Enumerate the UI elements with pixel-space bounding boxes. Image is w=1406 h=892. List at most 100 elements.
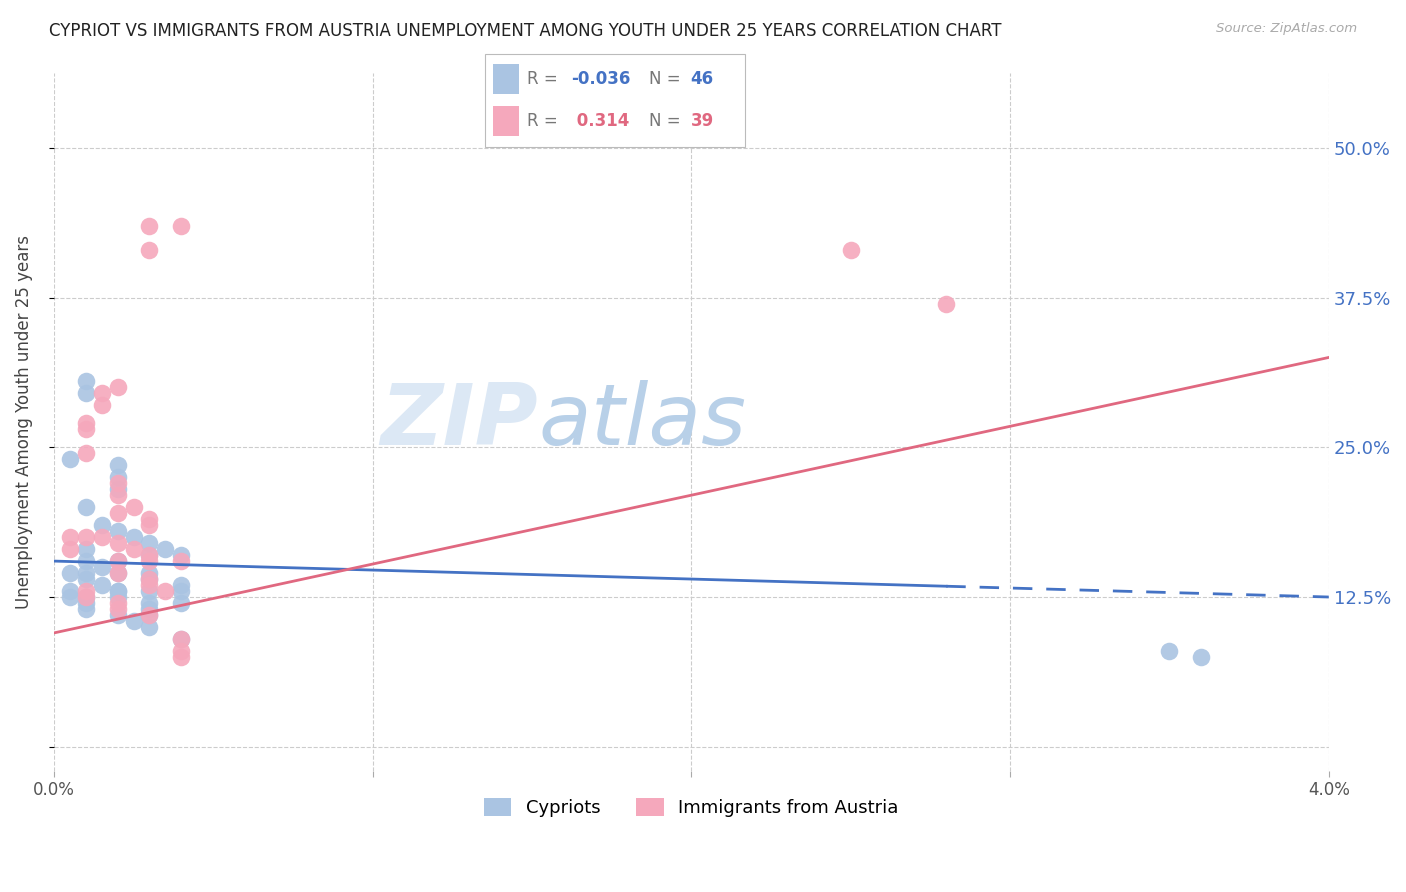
Text: 0.314: 0.314 (571, 112, 630, 130)
FancyBboxPatch shape (485, 54, 745, 147)
Text: N =: N = (650, 70, 686, 87)
Point (107, 524, 129, 538)
Point (138, 548, 160, 562)
Y-axis label: Unemployment Among Youth under 25 years: Unemployment Among Youth under 25 years (15, 235, 32, 609)
Point (59, 452, 82, 467)
Point (75, 386, 97, 401)
Point (90, 560, 112, 574)
Point (170, 596, 193, 610)
Point (1159, 644, 1181, 658)
Point (75, 554, 97, 568)
Point (75, 542, 97, 557)
Point (122, 614, 145, 628)
Point (107, 536, 129, 550)
Point (138, 596, 160, 610)
Text: R =: R = (527, 112, 562, 130)
Point (170, 548, 193, 562)
Point (75, 422, 97, 436)
Point (107, 602, 129, 616)
Point (170, 632, 193, 646)
Point (75, 590, 97, 604)
Point (935, 296, 957, 310)
Point (839, 243, 862, 257)
Point (90, 518, 112, 533)
Point (155, 584, 177, 599)
Point (107, 584, 129, 599)
Point (75, 530, 97, 544)
Point (170, 219, 193, 233)
Point (170, 578, 193, 592)
Text: atlas: atlas (538, 380, 747, 463)
Point (138, 243, 160, 257)
Point (107, 554, 129, 568)
Point (75, 417, 97, 431)
Point (90, 398, 112, 412)
Point (90, 578, 112, 592)
Point (75, 596, 97, 610)
Point (138, 602, 160, 616)
Point (138, 548, 160, 562)
Point (75, 572, 97, 586)
Point (122, 500, 145, 515)
Text: R =: R = (527, 70, 562, 87)
Text: Source: ZipAtlas.com: Source: ZipAtlas.com (1216, 22, 1357, 36)
Text: ZIP: ZIP (381, 380, 538, 463)
Point (170, 632, 193, 646)
Bar (494, 64, 519, 94)
Bar (494, 106, 519, 136)
Point (75, 566, 97, 580)
Text: 39: 39 (690, 112, 714, 130)
Text: N =: N = (650, 112, 686, 130)
Point (75, 446, 97, 460)
Point (90, 530, 112, 544)
Point (170, 554, 193, 568)
Point (1189, 649, 1212, 664)
Point (75, 584, 97, 599)
Point (138, 219, 160, 233)
Point (107, 458, 129, 473)
Point (107, 488, 129, 502)
Text: 46: 46 (690, 70, 714, 87)
Point (107, 380, 129, 394)
Point (107, 554, 129, 568)
Point (59, 590, 82, 604)
Point (59, 542, 82, 557)
Point (75, 602, 97, 616)
Point (107, 506, 129, 520)
Point (138, 554, 160, 568)
Point (107, 566, 129, 580)
Point (107, 584, 129, 599)
Point (107, 607, 129, 622)
Point (107, 566, 129, 580)
Point (107, 482, 129, 496)
Point (59, 530, 82, 544)
Point (138, 584, 160, 599)
Point (90, 386, 112, 401)
Point (138, 512, 160, 526)
Point (170, 584, 193, 599)
Point (138, 607, 160, 622)
Point (138, 578, 160, 592)
Point (107, 476, 129, 491)
Point (107, 590, 129, 604)
Point (138, 572, 160, 586)
Point (122, 530, 145, 544)
Point (138, 607, 160, 622)
Text: -0.036: -0.036 (571, 70, 630, 87)
Point (107, 470, 129, 484)
Point (138, 572, 160, 586)
Point (75, 375, 97, 389)
Point (138, 518, 160, 533)
Point (170, 649, 193, 664)
Point (138, 566, 160, 580)
Point (59, 584, 82, 599)
Point (122, 542, 145, 557)
Point (75, 500, 97, 515)
Point (138, 620, 160, 634)
Point (138, 536, 160, 550)
Point (155, 542, 177, 557)
Point (75, 590, 97, 604)
Point (59, 566, 82, 580)
Legend: Cypriots, Immigrants from Austria: Cypriots, Immigrants from Austria (477, 790, 905, 824)
Point (107, 596, 129, 610)
